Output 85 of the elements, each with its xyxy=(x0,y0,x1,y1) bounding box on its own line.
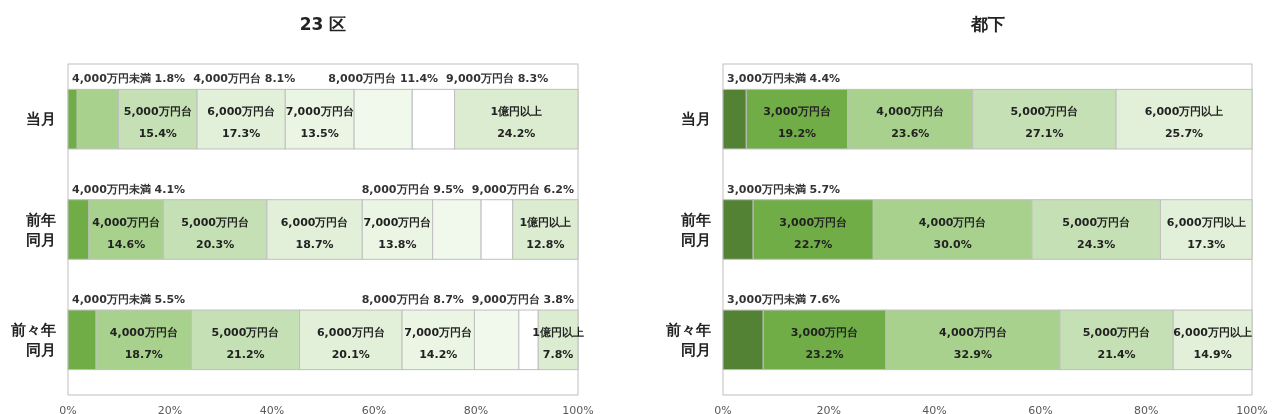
text: 4,000万円台 xyxy=(876,105,945,119)
series-label: 5,000万円台 xyxy=(123,105,192,119)
series-label: 1億円以上 xyxy=(532,325,584,339)
data-label: 15.4% xyxy=(138,127,177,141)
text: 6,000万円以上 xyxy=(1144,105,1224,119)
data-label: 18.7% xyxy=(124,347,163,361)
data-label: 25.7% xyxy=(1164,127,1204,141)
data-label: 21.2% xyxy=(226,347,265,361)
chart-title: 都下 xyxy=(969,14,1005,34)
x-tick-label: 100% xyxy=(562,404,594,414)
data-label: 14.6% xyxy=(107,237,146,251)
text: 6,000万円台 xyxy=(316,325,385,339)
data-label: 27.1% xyxy=(1025,127,1064,141)
text: 4,000万円台 8.1% xyxy=(193,72,296,86)
x-tick-label: 0% xyxy=(59,404,77,414)
text: 7,000万円台 xyxy=(404,325,473,339)
text: 3,000万円未満 7.6% xyxy=(727,293,841,307)
text: 5,000万円台 xyxy=(1062,215,1131,229)
x-tick-label: 80% xyxy=(463,404,489,414)
text: 1億円以上 xyxy=(490,105,543,119)
series-label: 6,000万円台 xyxy=(207,105,276,119)
text: 7,000万円台 xyxy=(363,215,432,229)
data-label: 14.9% xyxy=(1193,347,1232,361)
x-tick-label: 40% xyxy=(922,404,947,414)
text: 8,000万円台 9.5% xyxy=(361,182,464,196)
series-label: 4,000万円台 xyxy=(939,325,1007,339)
text: 4,000万円未満 5.5% xyxy=(72,293,186,307)
text: 3,000万円未満 4.4% xyxy=(727,72,841,86)
data-label: 22.7% xyxy=(794,237,833,251)
data-label: 23.2% xyxy=(805,347,844,361)
x-tick-label: 100% xyxy=(1236,404,1268,414)
data-label: 20.1% xyxy=(331,347,370,361)
data-label: 24.2% xyxy=(497,127,536,141)
y-tick-label: 前年同月 xyxy=(25,210,56,249)
text: 9,000万円台 6.2% xyxy=(471,182,574,196)
text: 3,000万円台 xyxy=(763,105,831,119)
data-label: 7.8% xyxy=(542,347,574,361)
text: 4,000万円未満 1.8% xyxy=(72,72,186,86)
x-tick-label: 20% xyxy=(816,404,842,414)
text: 4,000万円台 xyxy=(918,215,987,229)
text: 5,000万円台 xyxy=(211,325,280,339)
chart-title: 23 区 xyxy=(299,14,347,34)
y-tick-label: 前々年同月 xyxy=(10,320,56,359)
text: 4,000万円未満 4.1% xyxy=(72,182,186,196)
series-label: 7,000万円台 xyxy=(285,105,354,119)
x-tick-label: 60% xyxy=(1028,404,1053,414)
data-label: 17.3% xyxy=(222,127,261,141)
data-label: 20.3% xyxy=(196,237,235,251)
data-label: 30.0% xyxy=(933,237,972,251)
data-label: 13.5% xyxy=(300,127,339,141)
x-tick-label: 40% xyxy=(259,404,285,414)
series-label: 3,000万円台 xyxy=(790,325,859,339)
x-tick-label: 20% xyxy=(157,404,183,414)
data-label: 17.3% xyxy=(1187,237,1226,251)
y-tick-label: 当月 xyxy=(26,110,56,129)
text: 6,000万円以上 xyxy=(1166,215,1246,229)
text: 8,000万円台 8.7% xyxy=(361,293,464,307)
text: 4,000万円台 xyxy=(109,325,178,339)
text: 6,000万円台 xyxy=(280,215,349,229)
y-tick-label: 前年同月 xyxy=(680,210,711,249)
text: 8,000万円台 11.4% xyxy=(328,72,439,86)
text: 3,000万円台 xyxy=(779,215,848,229)
y-tick-label: 当月 xyxy=(681,110,711,129)
data-label: 32.9% xyxy=(953,347,993,361)
data-label: 18.7% xyxy=(295,237,334,251)
text: 5,000万円台 xyxy=(181,215,250,229)
text: 5,000万円台 xyxy=(1010,105,1079,119)
x-tick-label: 60% xyxy=(361,404,387,414)
y-tick-label: 前々年同月 xyxy=(665,320,711,359)
text: 1億円以上 xyxy=(519,215,572,229)
text: 9,000万円台 8.3% xyxy=(446,72,549,86)
series-label: 4,000万円台 xyxy=(92,215,161,229)
data-label: 19.2% xyxy=(777,127,817,141)
data-label: 14.2% xyxy=(419,347,458,361)
data-label: 23.6% xyxy=(891,127,930,141)
series-label: 6,000万円以上 xyxy=(1173,325,1252,339)
x-tick-label: 80% xyxy=(1133,404,1159,414)
data-label: 24.3% xyxy=(1077,237,1116,251)
data-label: 13.8% xyxy=(378,237,417,251)
x-tick-label: 0% xyxy=(714,404,732,414)
series-label: 5,000万円台 xyxy=(1082,325,1151,339)
text: 3,000万円未満 5.7% xyxy=(727,182,841,196)
data-label: 21.4% xyxy=(1097,347,1136,361)
data-label: 12.8% xyxy=(526,237,565,251)
text: 9,000万円台 3.8% xyxy=(471,293,574,307)
